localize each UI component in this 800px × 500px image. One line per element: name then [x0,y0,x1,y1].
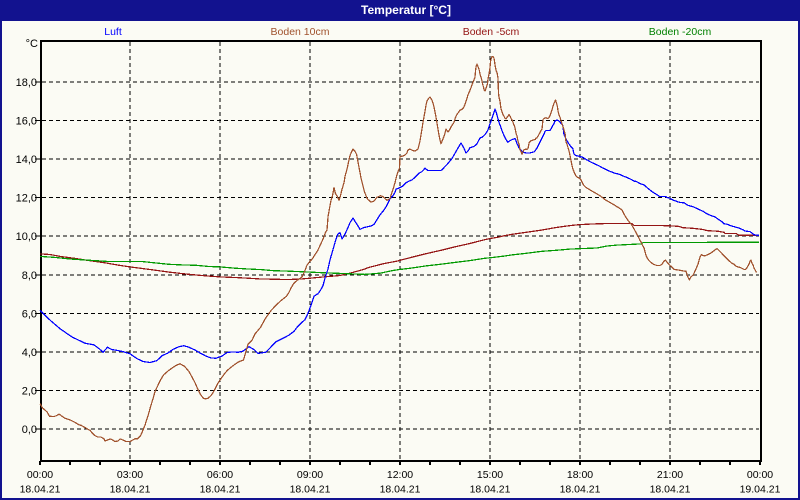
svg-text:09:00: 09:00 [297,469,323,481]
svg-text:18.04.21: 18.04.21 [20,484,61,496]
svg-text:14,0: 14,0 [16,154,37,166]
svg-text:18.04.21: 18.04.21 [560,484,601,496]
svg-text:15:00: 15:00 [477,469,503,481]
svg-text:6,0: 6,0 [22,308,37,320]
svg-text:10,0: 10,0 [16,231,37,243]
svg-text:00:00: 00:00 [27,469,53,481]
svg-text:0,0: 0,0 [22,424,37,436]
svg-text:18.04.21: 18.04.21 [110,484,151,496]
svg-text:18.04.21: 18.04.21 [200,484,241,496]
svg-text:16,0: 16,0 [16,116,37,128]
svg-text:Boden 10cm: Boden 10cm [271,26,330,38]
svg-text:°C: °C [26,38,38,50]
svg-text:18:00: 18:00 [567,469,593,481]
svg-text:Boden -20cm: Boden -20cm [649,26,712,38]
svg-text:18.04.21: 18.04.21 [290,484,331,496]
svg-text:00:00: 00:00 [747,469,773,481]
svg-text:2,0: 2,0 [22,385,37,397]
svg-text:06:00: 06:00 [207,469,233,481]
svg-text:12:00: 12:00 [387,469,413,481]
svg-text:19.04.21: 19.04.21 [740,484,781,496]
svg-text:18,0: 18,0 [16,77,37,89]
svg-text:12,0: 12,0 [16,193,37,205]
svg-text:21:00: 21:00 [657,469,683,481]
svg-text:8,0: 8,0 [22,270,37,282]
svg-text:Boden -5cm: Boden -5cm [463,26,520,38]
svg-text:18.04.21: 18.04.21 [470,484,511,496]
svg-text:18.04.21: 18.04.21 [650,484,691,496]
svg-text:4,0: 4,0 [22,347,37,359]
svg-text:18.04.21: 18.04.21 [380,484,421,496]
svg-text:03:00: 03:00 [117,469,143,481]
svg-text:Luft: Luft [104,26,122,38]
